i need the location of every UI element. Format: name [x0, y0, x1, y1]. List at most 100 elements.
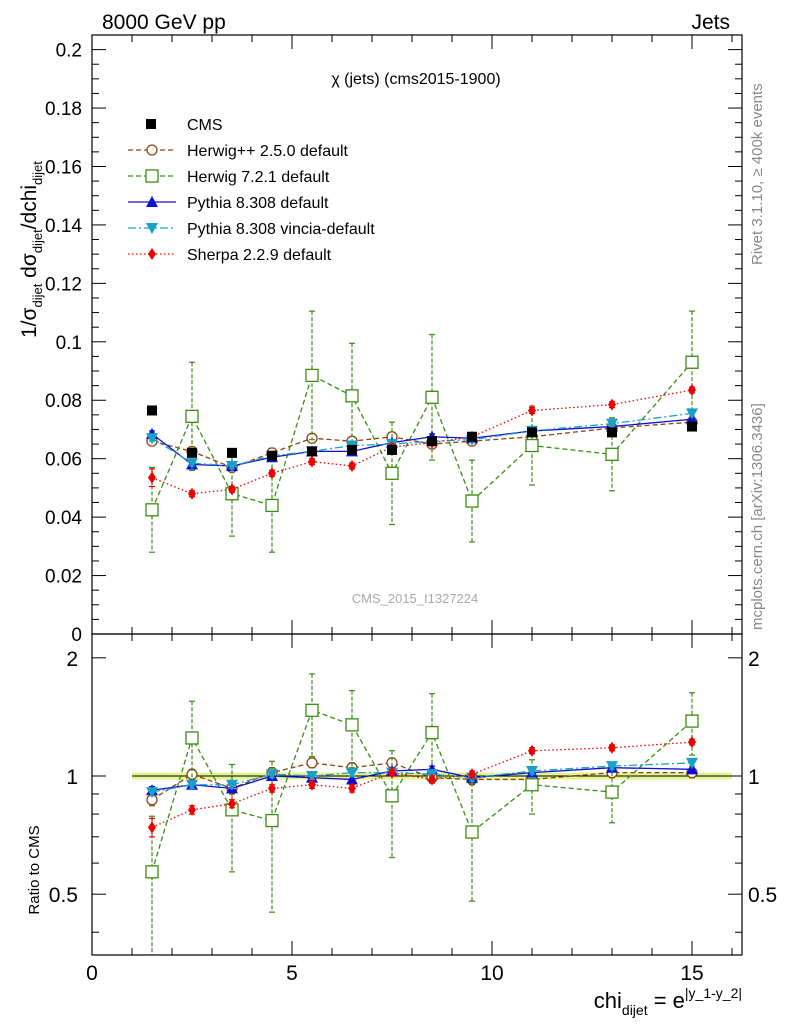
- ratio-tick-label-right: 1: [748, 766, 760, 789]
- ratio-line-4: [151, 741, 693, 828]
- data-point: [305, 368, 319, 383]
- ratio-point: [265, 813, 279, 828]
- ratio-point: [465, 825, 479, 839]
- ratio-point: [608, 741, 616, 754]
- y-tick-label: 0.08: [45, 391, 82, 412]
- legend-marker-vincia: [146, 223, 158, 234]
- x-tick-label: 5: [286, 962, 298, 985]
- cms-data-point: [267, 450, 277, 461]
- ratio-point: [685, 714, 699, 728]
- cms-data-point: [227, 447, 237, 458]
- data-point: [228, 483, 236, 496]
- ratio-point: [306, 757, 318, 769]
- legend-marker-pythia: [146, 196, 158, 207]
- legend-marker-cms: [146, 119, 156, 129]
- ratio-point: [686, 757, 698, 769]
- ratio-point: [185, 731, 199, 745]
- y-tick-label: 0.16: [45, 157, 82, 178]
- data-point: [186, 458, 198, 470]
- cms-data-point: [347, 444, 357, 455]
- ratio-point: [348, 782, 356, 795]
- cms-data-point: [187, 447, 197, 458]
- ratio-point: [266, 769, 278, 781]
- ratio-point: [346, 767, 358, 779]
- y-tick-label: 0.12: [45, 274, 82, 295]
- ratio-point: [526, 765, 538, 777]
- data-point: [268, 467, 276, 480]
- data-point: [145, 503, 159, 517]
- legend-entry-sherpa: Sherpa 2.2.9 default: [128, 247, 332, 264]
- data-point: [188, 487, 196, 500]
- legend-label-vincia: Pythia 8.308 vincia-default: [187, 221, 375, 238]
- data-point: [528, 404, 536, 417]
- cms-data-point: [147, 405, 157, 416]
- y-tick-label: 0: [71, 625, 82, 646]
- legend-entry-vincia: Pythia 8.308 vincia-default: [128, 221, 375, 238]
- ratio-point: [306, 771, 318, 783]
- ratio-point: [226, 779, 238, 791]
- ratio-panel-frame: [91, 633, 743, 956]
- x-tick-label: 10: [480, 962, 503, 985]
- legend-entry-pythia: Pythia 8.308 default: [128, 195, 329, 212]
- ratio-point: [186, 779, 198, 791]
- cms-data-point: [687, 421, 697, 432]
- series-line-0: [151, 421, 693, 469]
- cms-data-point: [427, 436, 437, 447]
- legend: CMS Herwig++ 2.5.0 default Herwig 7.2.1 …: [128, 117, 375, 264]
- data-point: [148, 471, 156, 484]
- ratio-point: [148, 821, 156, 834]
- series-layer: [145, 310, 699, 955]
- legend-label-herwig7: Herwig 7.2.1 default: [187, 169, 330, 186]
- series-line-4: [151, 389, 693, 495]
- ratio-point: [388, 766, 396, 779]
- cms-data-point: [307, 446, 317, 457]
- ratio-y-axis-label: Ratio to CMS: [26, 825, 43, 914]
- data-point: [345, 389, 359, 403]
- ratio-line-1: [151, 709, 693, 873]
- ratio-line-0: [151, 762, 692, 801]
- cms-data-point: [387, 444, 397, 455]
- series-line-3: [151, 412, 693, 467]
- data-point: [308, 455, 316, 468]
- header-energy: 8000 GeV pp: [102, 11, 226, 34]
- ratio-tick-label-left: 0.5: [49, 884, 78, 907]
- y-tick-label: 0.14: [45, 216, 82, 237]
- legend-marker-sherpa: [148, 248, 156, 260]
- data-point: [525, 438, 539, 453]
- ratio-point: [345, 718, 359, 732]
- ratio-point: [305, 703, 319, 717]
- legend-label-pythia: Pythia 8.308 default: [187, 195, 329, 212]
- cms-data: [147, 405, 697, 461]
- mcplots-label: mcplots.cern.ch [arXiv:1306.3436]: [749, 403, 766, 630]
- data-point: [465, 494, 479, 508]
- legend-label-herwigpp: Herwig++ 2.5.0 default: [187, 143, 349, 160]
- data-point: [385, 466, 399, 480]
- ratio-line-3: [151, 762, 693, 793]
- data-point: [686, 408, 698, 420]
- y-tick-label: 0.04: [45, 508, 82, 529]
- plot-title: χ (jets) (cms2015-1900): [331, 71, 500, 88]
- legend-label-sherpa: Sherpa 2.2.9 default: [187, 247, 332, 264]
- cms-data-point: [607, 427, 617, 438]
- legend-entry-cms: CMS: [146, 117, 223, 134]
- data-point: [265, 498, 279, 513]
- analysis-watermark: CMS_2015_I1327224: [352, 591, 479, 606]
- cms-data-point: [527, 427, 537, 438]
- rivet-version-label: Rivet 3.1.10, ≥ 400k events: [749, 83, 766, 265]
- data-point: [605, 447, 619, 461]
- ratio-point: [425, 725, 439, 740]
- data-point: [425, 390, 439, 404]
- ratio-line-2: [151, 767, 693, 791]
- ratio-point: [146, 787, 158, 799]
- data-point: [685, 355, 699, 369]
- series-1: [145, 310, 699, 955]
- ratio-point: [268, 782, 276, 795]
- x-tick-label: 0: [86, 962, 98, 985]
- x-axis-label: chidijet = e|y_1-y_2|: [594, 985, 742, 1018]
- ratio-point: [688, 736, 696, 749]
- ratio-point: [468, 768, 476, 781]
- cms-data-point: [467, 431, 477, 442]
- y-tick-label: 0.18: [45, 99, 82, 120]
- ratio-tick-label-right: 2: [748, 648, 760, 671]
